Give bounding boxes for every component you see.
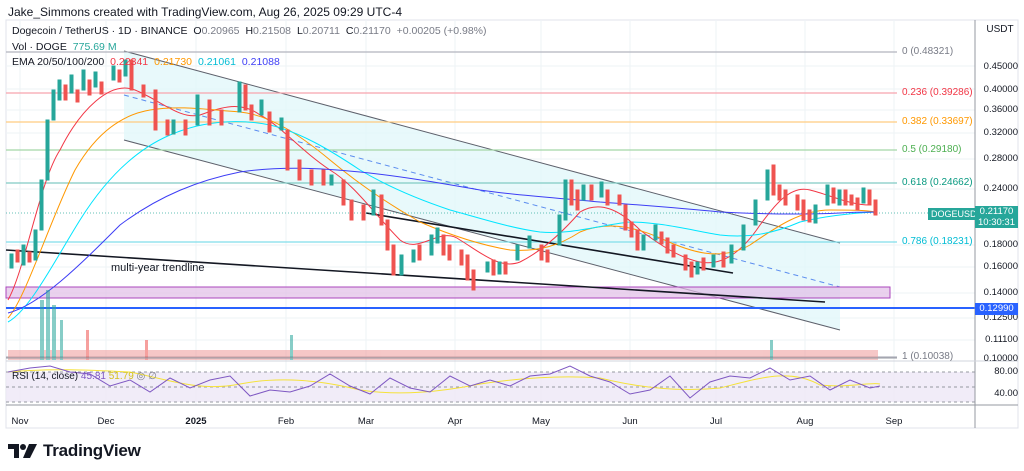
time-tick: Mar <box>357 416 375 427</box>
rsi-tick: 80.00 <box>994 366 1018 377</box>
high-value: 0.21508 <box>253 25 292 37</box>
time-tick: Aug <box>796 416 814 427</box>
fib-label-05: 0.5 (0.29180) <box>902 144 962 155</box>
price-tick: 0.18000 <box>983 239 1018 250</box>
fib-label-0382: 0.382 (0.33697) <box>902 116 973 127</box>
price-tick: 0.45000 <box>983 61 1018 72</box>
rsi-panel <box>6 372 975 402</box>
time-tick: Sep <box>885 416 903 427</box>
ema200-value: 0.21088 <box>241 56 280 68</box>
close-value: 0.21170 <box>353 25 391 37</box>
fib-label-0786: 0.786 (0.18231) <box>902 236 973 247</box>
price-tick: 0.14000 <box>983 287 1018 298</box>
tradingview-logo-icon <box>8 444 37 458</box>
eye-icon[interactable]: ◎ <box>136 371 146 382</box>
open-value: 0.20965 <box>201 25 240 37</box>
time-tick: Nov <box>11 416 29 427</box>
currency-button[interactable]: USDT <box>986 24 1014 35</box>
brand-name: TradingView <box>43 441 141 460</box>
time-tick: Jun <box>622 416 638 427</box>
time-tick: May <box>532 416 550 427</box>
price-tick: 0.11100 <box>985 334 1018 345</box>
price-tick: 0.36000 <box>983 104 1018 115</box>
symbol-tag: DOGEUSDT <box>928 208 986 220</box>
volume-value: 775.69 M <box>72 41 117 53</box>
time-tick: 2025 <box>185 416 207 427</box>
horizontal-level-tag: 0.12990 <box>975 303 1018 315</box>
fib-label-0: 0 (0.48321) <box>902 46 954 57</box>
price-tick: 0.16000 <box>983 261 1018 272</box>
rsi-ma-value: 51.79 <box>108 371 134 382</box>
rsi-ma-line <box>7 369 881 394</box>
symbol-legend: Dogecoin / TetherUS · 1D · BINANCE O0.20… <box>12 25 487 37</box>
ema-legend[interactable]: EMA 20/50/100/200 0.22341 0.21730 0.2106… <box>12 56 280 68</box>
current-price-tag: 0.21170 10:30:31 <box>975 206 1018 228</box>
time-tick: Feb <box>277 416 295 427</box>
price-tick: 0.32000 <box>983 127 1018 138</box>
candlesticks <box>9 59 878 291</box>
price-tick: 0.10000 <box>983 353 1018 364</box>
rsi-legend[interactable]: RSI (14, close) 45.81 51.79 ◎ ∅ <box>12 371 157 382</box>
change-value: +0.00205 (+0.98%) <box>396 25 487 37</box>
time-tick: Jul <box>709 416 723 427</box>
chart-credit: Jake_Simmons created with TradingView.co… <box>8 5 402 19</box>
price-tick: 0.40000 <box>983 84 1018 95</box>
trendline-annotation: multi-year trendline <box>111 262 205 274</box>
price-tick: 0.12500 <box>983 312 1018 323</box>
volume-legend[interactable]: Vol · DOGE 775.69 M <box>12 41 117 53</box>
volume-bars <box>8 290 878 360</box>
rsi-line <box>7 365 881 399</box>
time-tick: Apr <box>447 416 463 427</box>
wedge-trendline <box>365 212 734 274</box>
time-tick: Dec <box>97 416 115 427</box>
multi-year-trendline <box>5 249 826 303</box>
low-value: 0.20711 <box>302 25 340 37</box>
rsi-value: 45.81 <box>80 371 106 382</box>
ema100-value: 0.21061 <box>197 56 236 68</box>
tradingview-logo[interactable]: TradingView <box>8 441 141 461</box>
hide-icon[interactable]: ∅ <box>148 371 157 382</box>
support-zone <box>5 286 891 299</box>
ema50-value: 0.21730 <box>154 56 193 68</box>
symbol-name: Dogecoin / TetherUS · 1D · BINANCE <box>12 25 188 37</box>
rsi-tick: 40.00 <box>994 388 1018 399</box>
fib-label-0618: 0.618 (0.24662) <box>902 177 973 188</box>
fib-label-0236: 0.236 (0.39286) <box>902 87 973 98</box>
ema20-value: 0.22341 <box>110 56 149 68</box>
price-tick: 0.24000 <box>983 183 1018 194</box>
fib-label-1: 1 (0.10038) <box>902 351 954 362</box>
price-tick: 0.28000 <box>983 153 1018 164</box>
bar-countdown: 10:30:31 <box>978 217 1015 228</box>
